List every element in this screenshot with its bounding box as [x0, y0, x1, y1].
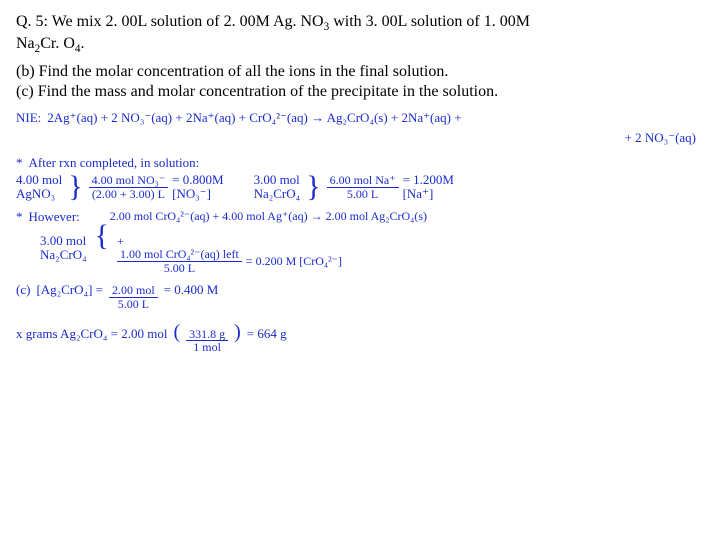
agno3-mol: 4.00 mol [16, 173, 62, 187]
partc-num: 2.00 mol [109, 284, 158, 298]
partc-conc: (c) [Ag₂CrO₄] = 2.00 mol 5.00 L = 0.400 … [16, 280, 704, 310]
part-c: (c) Find the mass and molar concentratio… [16, 82, 704, 102]
nie-equation: 2Ag⁺(aq) + 2 NO₃⁻(aq) + 2Na⁺(aq) + CrO₄²… [47, 108, 461, 128]
how-inner-col: + 1.00 mol CrO₄²⁻(aq) left 5.00 L = 0.20… [117, 235, 342, 274]
question-line2: Na2Cr. O4. [16, 34, 704, 56]
how-label: Na₂CrO₄ [40, 248, 87, 262]
question-block: Q. 5: We mix 2. 00L solution of 2. 00M A… [16, 12, 704, 102]
how-col: 3.00 mol Na₂CrO₄ [40, 234, 87, 263]
nacro4-label: Na₂CrO₄ [254, 187, 301, 201]
handwritten-work: NIE: 2Ag⁺(aq) + 2 NO₃⁻(aq) + 2Na⁺(aq) + … [16, 108, 704, 353]
however-detail: 3.00 mol Na₂CrO₄ { + 1.00 mol CrO₄²⁻(aq)… [16, 227, 704, 274]
no3-result: = 0.800M [172, 173, 223, 187]
star-icon: * [16, 207, 23, 227]
partc-frac: 2.00 mol 5.00 L [109, 284, 158, 310]
agno3-label: AgNO₃ [16, 187, 62, 201]
mass-frac: 331.8 g 1 mol [186, 328, 228, 354]
no3-num: 4.00 mol NO₃⁻ [89, 174, 169, 188]
partc-lhs: [Ag₂CrO₄] = [36, 280, 103, 300]
q-l2b: Cr. O [40, 35, 75, 52]
star-icon: * [16, 153, 23, 173]
however-label: However: [29, 207, 80, 227]
after-row: * After rxn completed, in solution: [16, 153, 704, 173]
brace-icon: { [95, 227, 109, 245]
na-result: = 1.200M [403, 173, 454, 187]
brace-icon: } [306, 178, 320, 196]
mass-result: = 664 g [247, 324, 287, 344]
na-chunk: 3.00 mol Na₂CrO₄ } 6.00 mol Na⁺ 5.00 L =… [254, 173, 454, 202]
q-l2c: . [81, 35, 85, 52]
nie-row: NIE: 2Ag⁺(aq) + 2 NO₃⁻(aq) + 2Na⁺(aq) + … [16, 108, 704, 128]
na-frac: 6.00 mol Na⁺ 5.00 L [327, 174, 399, 200]
however-row: * However: 2.00 mol CrO₄²⁻(aq) + 4.00 mo… [16, 207, 704, 227]
cro4-den: 5.00 L [161, 262, 198, 275]
na-den: 5.00 L [344, 188, 381, 201]
nie-equation2: + 2 NO₃⁻(aq) [625, 128, 696, 148]
mass-lhs: x grams Ag₂CrO₄ = 2.00 mol [16, 324, 167, 344]
after-label: After rxn completed, in solution: [29, 153, 200, 173]
no3-bracket: [NO₃⁻] [172, 187, 223, 201]
nacro4-col: 3.00 mol Na₂CrO₄ [254, 173, 301, 202]
na-result-col: = 1.200M [Na⁺] [403, 173, 454, 202]
cro4-num: 1.00 mol CrO₄²⁻(aq) left [117, 248, 242, 262]
cro4-result: = 0.200 M [CrO₄²⁻] [246, 255, 342, 268]
no3-den: (2.00 + 3.00) L [89, 188, 168, 201]
agno3-col: 4.00 mol AgNO₃ [16, 173, 62, 202]
no3-result-col: = 0.800M [NO₃⁻] [172, 173, 223, 202]
cro4-frac: 1.00 mol CrO₄²⁻(aq) left 5.00 L [117, 248, 242, 274]
mass-den: 1 mol [190, 341, 224, 354]
q-l1b: with 3. 00L solution of 1. 00M [329, 13, 530, 30]
q-l1a: Q. 5: We mix 2. 00L solution of 2. 00M A… [16, 13, 324, 30]
partc-label: (c) [16, 280, 30, 300]
na-bracket: [Na⁺] [403, 187, 454, 201]
na-num: 6.00 mol Na⁺ [327, 174, 399, 188]
however-rxn: 2.00 mol CrO₄²⁻(aq) + 4.00 mol Ag⁺(aq) →… [110, 207, 427, 225]
part-b: (b) Find the molar concentration of all … [16, 62, 704, 82]
nacro4-mol: 3.00 mol [254, 173, 301, 187]
partc-result: = 0.400 M [164, 280, 219, 300]
nie-row2: + 2 NO₃⁻(aq) [16, 128, 704, 148]
mass-num: 331.8 g [186, 328, 228, 342]
nie-label: NIE: [16, 108, 41, 128]
partc-mass: x grams Ag₂CrO₄ = 2.00 mol ( 331.8 g 1 m… [16, 317, 704, 354]
how-mol: 3.00 mol [40, 234, 87, 248]
conc-row: 4.00 mol AgNO₃ } 4.00 mol NO₃⁻ (2.00 + 3… [16, 173, 704, 202]
question-line1: Q. 5: We mix 2. 00L solution of 2. 00M A… [16, 12, 704, 34]
q-l2a: Na [16, 35, 35, 52]
partc-den: 5.00 L [115, 298, 152, 311]
brace-icon: } [68, 178, 82, 196]
no3-chunk: 4.00 mol AgNO₃ } 4.00 mol NO₃⁻ (2.00 + 3… [16, 173, 224, 202]
no3-frac: 4.00 mol NO₃⁻ (2.00 + 3.00) L [89, 174, 169, 200]
